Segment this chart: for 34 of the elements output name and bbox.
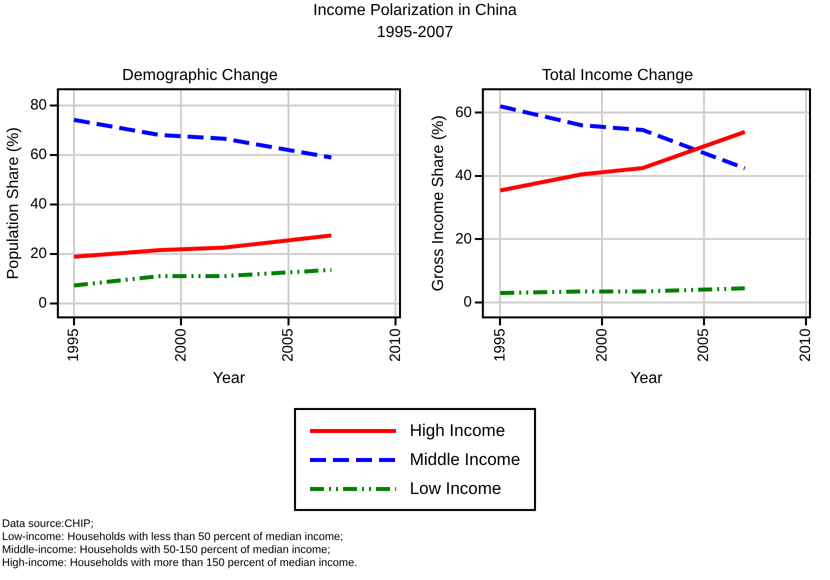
text: Middle-income: Households with 50-150 percent of median income; <box>2 544 332 557</box>
y-tick-label: 60 <box>455 104 472 121</box>
text: Income Polarization in China <box>312 2 518 20</box>
line-series <box>498 104 747 170</box>
legend-label: High Income <box>410 420 506 440</box>
y-tick-label: 0 <box>38 294 47 312</box>
x-tick-label: 2000 <box>172 328 190 362</box>
x-tick-label: 2005 <box>695 328 712 362</box>
y-tick-label: 20 <box>30 244 47 262</box>
line-series <box>72 118 334 160</box>
y-axis-title: Gross Income Share (%) <box>430 115 448 292</box>
y-axis-title: Population Share (%) <box>5 127 22 280</box>
chart-title: Demographic Change <box>122 67 278 84</box>
x-tick-label: 2010 <box>386 328 404 362</box>
text: High-income: Households with more than 150 percent of median income. <box>2 557 358 570</box>
x-axis-title: Year <box>630 370 664 387</box>
legend-label: Middle Income <box>410 450 520 470</box>
x-tick-label: 1995 <box>491 328 508 362</box>
source-note: Data source:CHIP; <box>2 518 95 531</box>
x-tick-label: 2005 <box>280 328 297 362</box>
y-tick-label: 20 <box>455 230 472 248</box>
x-axis-title: Year <box>212 370 246 387</box>
text: Low-income: Households with less than 50 percent of median income; <box>2 531 344 544</box>
y-tick-label: 0 <box>464 294 472 311</box>
x-tick-label: 2000 <box>593 328 610 362</box>
y-tick-label: 80 <box>30 96 47 114</box>
x-tick-label: 2010 <box>797 328 814 362</box>
y-tick-label: 40 <box>455 167 472 184</box>
legend-label: Low Income <box>410 478 502 498</box>
y-tick-label: 40 <box>30 195 47 212</box>
x-tick-label: 1995 <box>65 328 82 362</box>
chart-title: Total Income Change <box>542 67 694 84</box>
text: 1995-2007 <box>376 24 454 42</box>
y-tick-label: 60 <box>30 146 47 163</box>
